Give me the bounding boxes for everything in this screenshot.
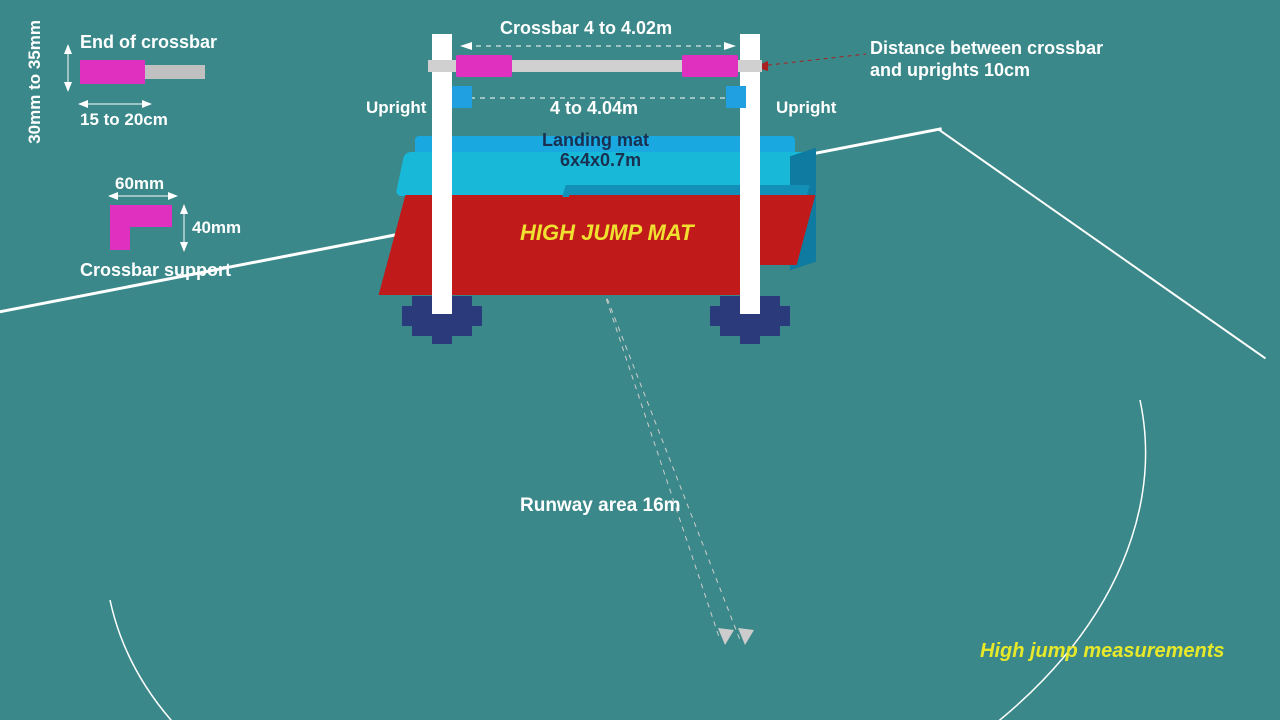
support-width-label: 60mm (115, 174, 164, 194)
upright-left (432, 34, 452, 314)
crossbar-label: Crossbar 4 to 4.02m (500, 18, 672, 39)
runway-arc (0, 0, 1280, 720)
crossbar-support-right (726, 86, 746, 108)
crossbar-end-width-label: 15 to 20cm (80, 110, 168, 130)
crossbar-support-left (452, 86, 472, 108)
support-shape-v (110, 205, 130, 250)
upright-left-label: Upright (366, 98, 426, 118)
crossbar-end-shape (80, 60, 145, 84)
landing-mat-label-1: Landing mat (542, 130, 649, 151)
runway-label: Runway area 16m (520, 495, 681, 517)
support-height-label: 40mm (192, 218, 241, 238)
crossbar-end-height-label: 30mm to 35mm (25, 20, 45, 144)
upright-distance-label: 4 to 4.04m (550, 98, 638, 119)
distance-note-1: Distance between crossbar (870, 38, 1103, 59)
distance-note-2: and uprights 10cm (870, 60, 1030, 81)
upright-right-label: Upright (776, 98, 836, 118)
title: High jump measurements (980, 640, 1225, 663)
crossbar-end-label: End of crossbar (80, 32, 217, 53)
crossbar-end-shape-ext (145, 65, 205, 79)
upright-right (740, 34, 760, 314)
crossbar-end-left (456, 55, 512, 77)
support-label: Crossbar support (80, 260, 231, 281)
crossbar-end-right (682, 55, 738, 77)
landing-mat-label-2: 6x4x0.7m (560, 150, 641, 171)
mat-text: HIGH JUMP MAT (520, 220, 694, 246)
